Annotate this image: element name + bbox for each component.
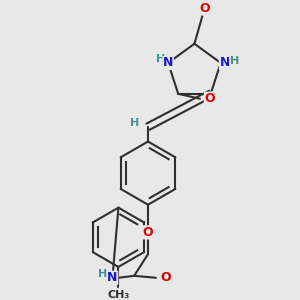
Text: N: N [163,56,173,69]
Text: H: H [98,269,107,279]
Text: H: H [156,54,165,64]
Text: O: O [143,226,153,239]
Text: O: O [160,271,171,284]
Text: H: H [130,118,139,128]
Text: O: O [199,2,210,15]
Text: CH₃: CH₃ [107,290,130,300]
Text: N: N [107,271,118,284]
Text: N: N [220,56,230,69]
Text: O: O [205,92,215,105]
Text: H: H [230,56,239,66]
